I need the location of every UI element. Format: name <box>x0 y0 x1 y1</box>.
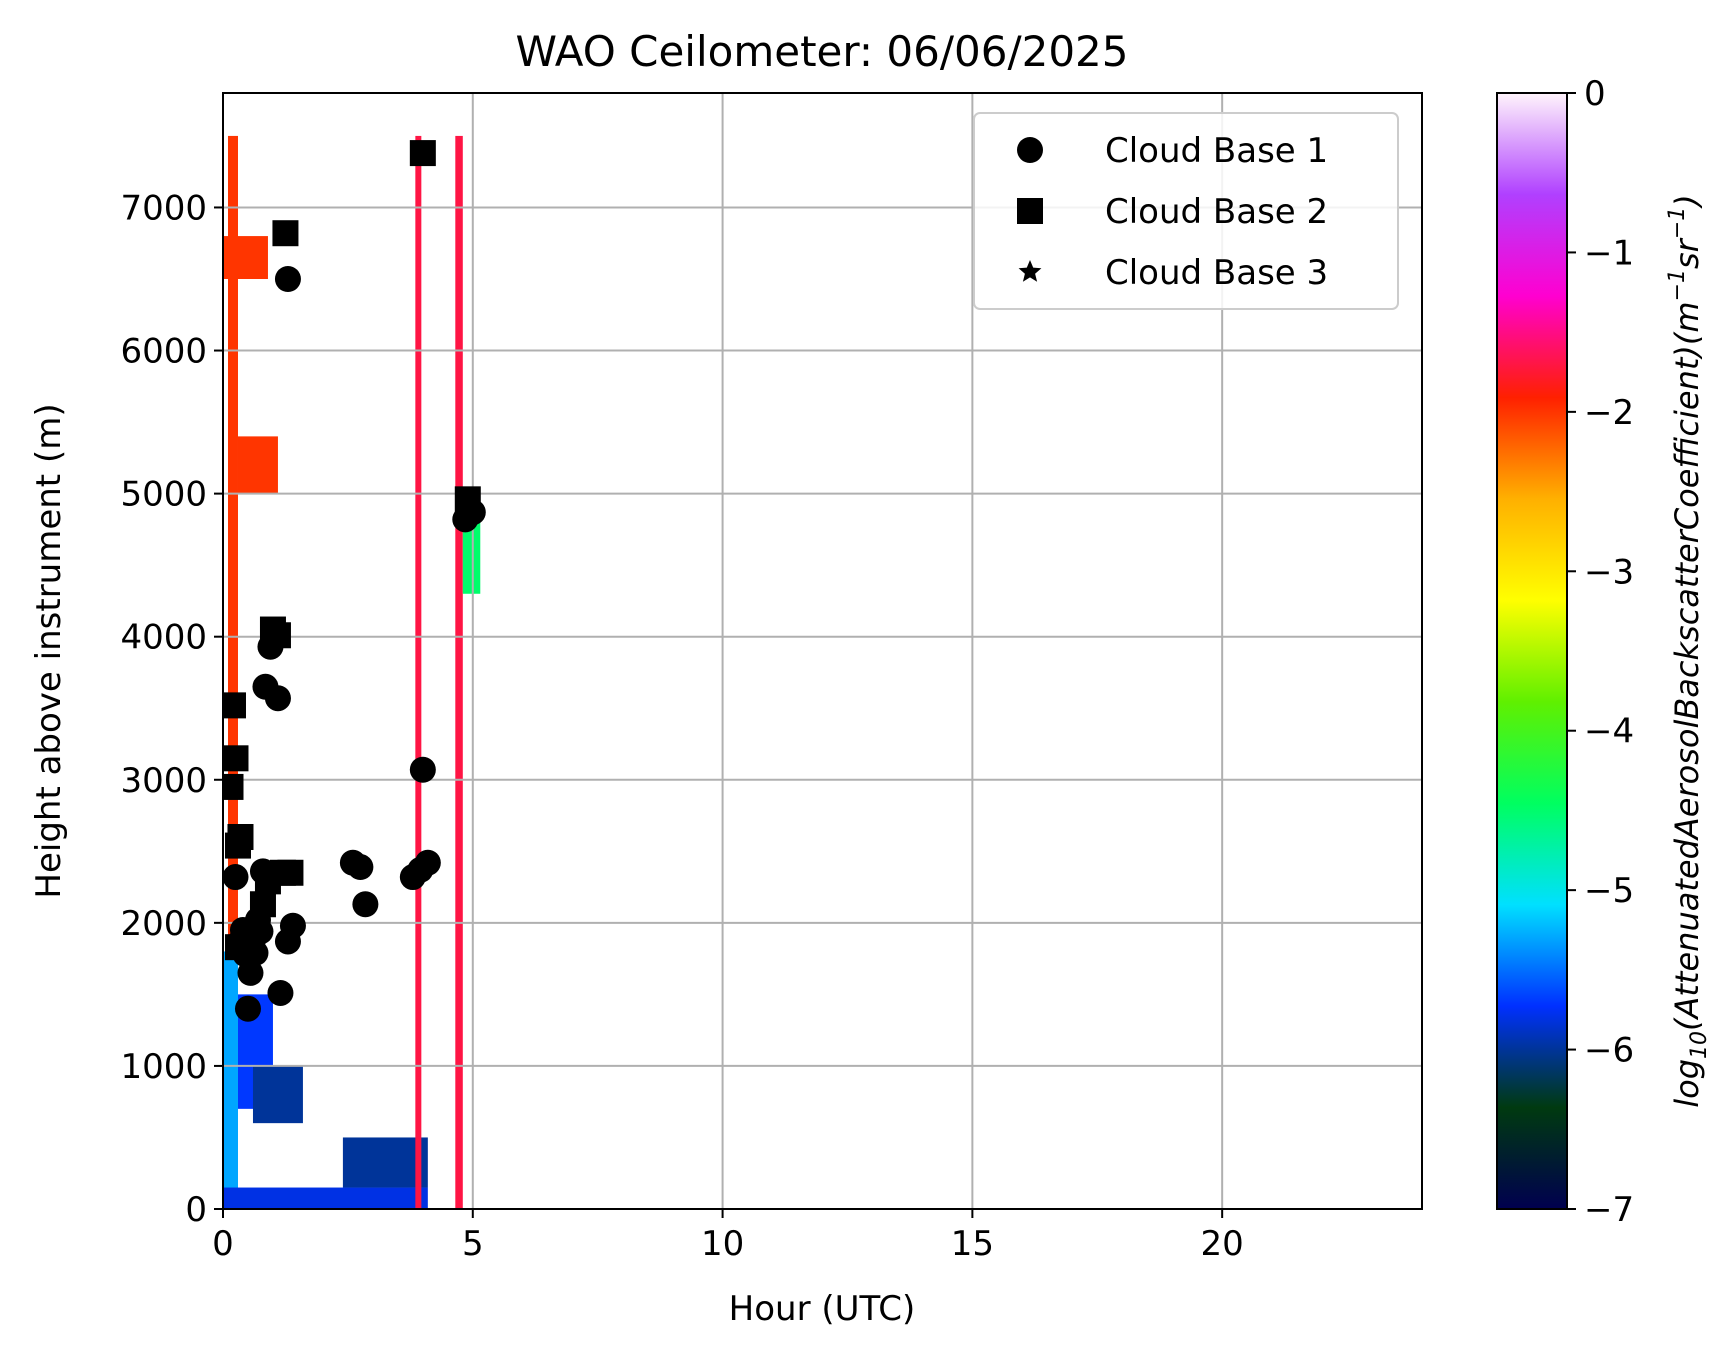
cloud-base-2-point <box>409 140 436 167</box>
colorbar-tick-label: −6 <box>1584 1031 1634 1071</box>
colorbar-tick-label: −4 <box>1584 712 1634 752</box>
cloud-base-2-point <box>227 824 254 850</box>
colorbar-label: log10(AttenuatedAerosolBackscatterCoeffi… <box>1665 194 1712 1108</box>
cloud-base-1-point <box>267 979 294 1006</box>
legend-label-cloud-base-1: Cloud Base 1 <box>1105 131 1328 171</box>
colorbar-tick-label: −5 <box>1584 871 1634 911</box>
legend-marker-cloud-base-1 <box>1017 137 1043 163</box>
y-tick-label: 6000 <box>120 332 207 372</box>
y-tick-label: 5000 <box>120 475 207 515</box>
colorbar-label-body: (AttenuatedAerosolBackscatterCoefficient… <box>1668 301 1706 1031</box>
cloud-base-1-point <box>223 864 249 891</box>
y-axis: 0 1000 2000 3000 4000 5000 6000 7000 <box>120 188 223 1230</box>
cloud-base-2-point <box>223 745 249 772</box>
colorbar-label-log: log <box>1668 1059 1706 1108</box>
y-axis-label: Height above instrument (m) <box>29 403 69 898</box>
colorbar-gradient <box>1496 92 1568 1210</box>
y-tick-label: 3000 <box>120 761 207 801</box>
colorbar-tick-label: 0 <box>1584 74 1606 114</box>
cloud-base-2-point <box>223 692 246 719</box>
x-axis: 0 5 10 15 20 <box>212 1209 1244 1264</box>
colorbar-label-sup1: −1 <box>1665 269 1690 301</box>
legend-box <box>973 112 1399 310</box>
cloud-base-1-point <box>352 891 379 918</box>
colorbar-tick-label: −1 <box>1584 233 1634 273</box>
y-tick-label: 4000 <box>120 618 207 658</box>
legend-label-cloud-base-3: Cloud Base 3 <box>1105 253 1328 293</box>
cloud-base-1-point <box>234 995 261 1022</box>
legend-marker-cloud-base-3 <box>1018 260 1042 282</box>
cloud-base-1-point <box>274 266 301 292</box>
x-tick-label: 10 <box>701 1224 744 1264</box>
backscatter-cell <box>455 135 463 1209</box>
cloud-base-2-point <box>264 622 291 649</box>
colorbar-label-sr: sr <box>1668 237 1706 269</box>
chart-title: WAO Ceilometer: 06/06/2025 <box>516 27 1129 76</box>
backscatter-cell <box>227 135 238 952</box>
colorbar-label-sup2: −1 <box>1665 207 1690 239</box>
x-axis-label: Hour (UTC) <box>729 1289 916 1329</box>
cloud-base-1-point <box>279 912 306 939</box>
backscatter-cell <box>342 1137 428 1188</box>
backscatter-heatmap <box>223 135 481 1209</box>
colorbar-label-sub: 10 <box>1687 1031 1712 1059</box>
cloud-base-2-point <box>277 859 304 886</box>
cloud-base-2-point <box>272 220 299 247</box>
legend-marker-cloud-base-2 <box>1017 198 1043 224</box>
x-tick-label: 5 <box>462 1224 484 1264</box>
y-tick-label: 1000 <box>120 1047 207 1087</box>
y-tick-label: 0 <box>185 1190 207 1230</box>
backscatter-cell <box>223 1187 428 1209</box>
legend: Cloud Base 1 Cloud Base 2 Cloud Base 3 <box>973 112 1399 310</box>
backscatter-cell <box>223 236 268 279</box>
cloud-base-1-point <box>347 854 374 881</box>
backscatter-cell <box>237 436 278 494</box>
cloud-base-2-point <box>223 773 244 800</box>
x-tick-label: 0 <box>212 1224 234 1264</box>
y-tick-label: 7000 <box>120 188 207 228</box>
colorbar-tick-label: −2 <box>1584 393 1634 433</box>
x-tick-label: 15 <box>951 1224 994 1264</box>
cloud-base-2-point <box>249 891 276 918</box>
backscatter-cell <box>252 1065 303 1124</box>
cloud-base-1-point <box>247 918 274 945</box>
colorbar-tick-label: −7 <box>1584 1190 1634 1230</box>
colorbar-label-close: ) <box>1668 194 1706 208</box>
cloud-base-1-point <box>409 756 436 783</box>
cloud-base-2-point <box>454 486 481 513</box>
cloud-base-2-point <box>224 934 251 961</box>
colorbar-tick-label: −3 <box>1584 552 1634 592</box>
cloud-base-1-point <box>414 849 441 876</box>
cloud-base-markers <box>223 140 486 1022</box>
legend-label-cloud-base-2: Cloud Base 2 <box>1105 192 1328 232</box>
y-tick-label: 2000 <box>120 904 207 944</box>
backscatter-cell <box>223 951 238 1209</box>
cloud-base-1-point <box>237 959 264 986</box>
plot-frame <box>222 92 1423 1210</box>
backscatter-cell <box>415 135 422 1209</box>
x-tick-label: 20 <box>1201 1224 1244 1264</box>
colorbar: 0 −1 −2 −3 −4 −5 −6 −7 log10(AttenuatedAerosolB… <box>1496 74 1712 1230</box>
cloud-base-1-point <box>264 685 291 712</box>
